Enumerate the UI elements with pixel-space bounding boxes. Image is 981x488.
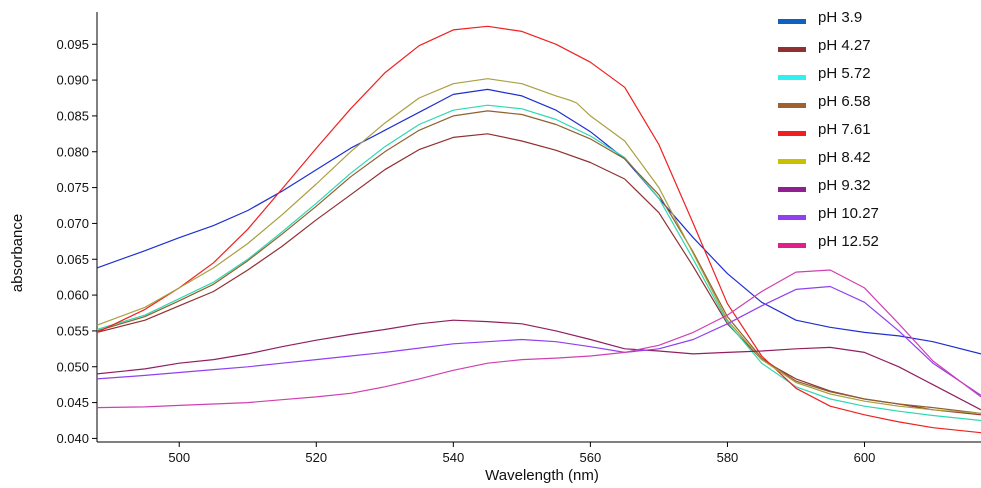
y-tick-label-11: 0.095 (56, 37, 89, 52)
legend-swatch-1 (778, 47, 806, 52)
legend-label-8: pH 12.52 (818, 233, 879, 250)
legend-label-2: pH 5.72 (818, 65, 871, 82)
series-line-8 (96, 269, 981, 409)
series-line-2 (96, 104, 981, 422)
legend-label-7: pH 10.27 (818, 205, 879, 222)
legend-label-6: pH 9.32 (818, 177, 871, 194)
y-tick-label-10: 0.090 (56, 73, 89, 88)
series-line-0 (96, 88, 981, 355)
series-line-1 (96, 133, 981, 416)
x-axis-label: Wavelength (nm) (485, 467, 599, 484)
y-tick-label-7: 0.075 (56, 180, 89, 195)
legend-label-4: pH 7.61 (818, 121, 871, 138)
legend-label-0: pH 3.9 (818, 9, 862, 26)
x-tick-label-3: 560 (580, 450, 602, 465)
series-line-5 (96, 78, 981, 414)
y-tick-label-1: 0.045 (56, 395, 89, 410)
y-tick-label-4: 0.060 (56, 288, 89, 303)
series-line-6 (96, 319, 981, 411)
x-tick-label-2: 540 (442, 450, 464, 465)
series-lines (96, 25, 981, 434)
series-line-3 (96, 110, 981, 414)
x-tick-label-1: 520 (305, 450, 327, 465)
x-tick-label-4: 580 (717, 450, 739, 465)
series-line-4 (96, 25, 981, 434)
legend-swatch-7 (778, 215, 806, 220)
legend-label-1: pH 4.27 (818, 37, 871, 54)
y-axis-label: absorbance (9, 214, 26, 292)
series-line-7 (96, 285, 981, 396)
y-tick-label-8: 0.080 (56, 144, 89, 159)
y-tick-label-0: 0.040 (56, 431, 89, 446)
legend-label-5: pH 8.42 (818, 149, 871, 166)
legend-swatch-8 (778, 243, 806, 248)
legend-swatch-4 (778, 131, 806, 136)
x-tick-label-5: 600 (854, 450, 876, 465)
y-tick-label-9: 0.085 (56, 108, 89, 123)
y-tick-label-3: 0.055 (56, 323, 89, 338)
legend: pH 3.9 pH 4.27 pH 5.72 pH 6.58 pH 7.61 pH 8.4… (778, 9, 879, 250)
legend-label-3: pH 6.58 (818, 93, 871, 110)
legend-swatch-3 (778, 103, 806, 108)
legend-swatch-2 (778, 75, 806, 80)
y-tick-label-5: 0.065 (56, 252, 89, 267)
legend-swatch-5 (778, 159, 806, 164)
y-tick-label-2: 0.050 (56, 359, 89, 374)
tick-labels: 0.040 0.045 0.050 0.055 0.060 0.065 0.070 0.075… (56, 37, 875, 465)
axes (92, 12, 981, 447)
x-tick-label-0: 500 (168, 450, 190, 465)
legend-swatch-0 (778, 19, 806, 24)
y-tick-label-6: 0.070 (56, 216, 89, 231)
legend-swatch-6 (778, 187, 806, 192)
